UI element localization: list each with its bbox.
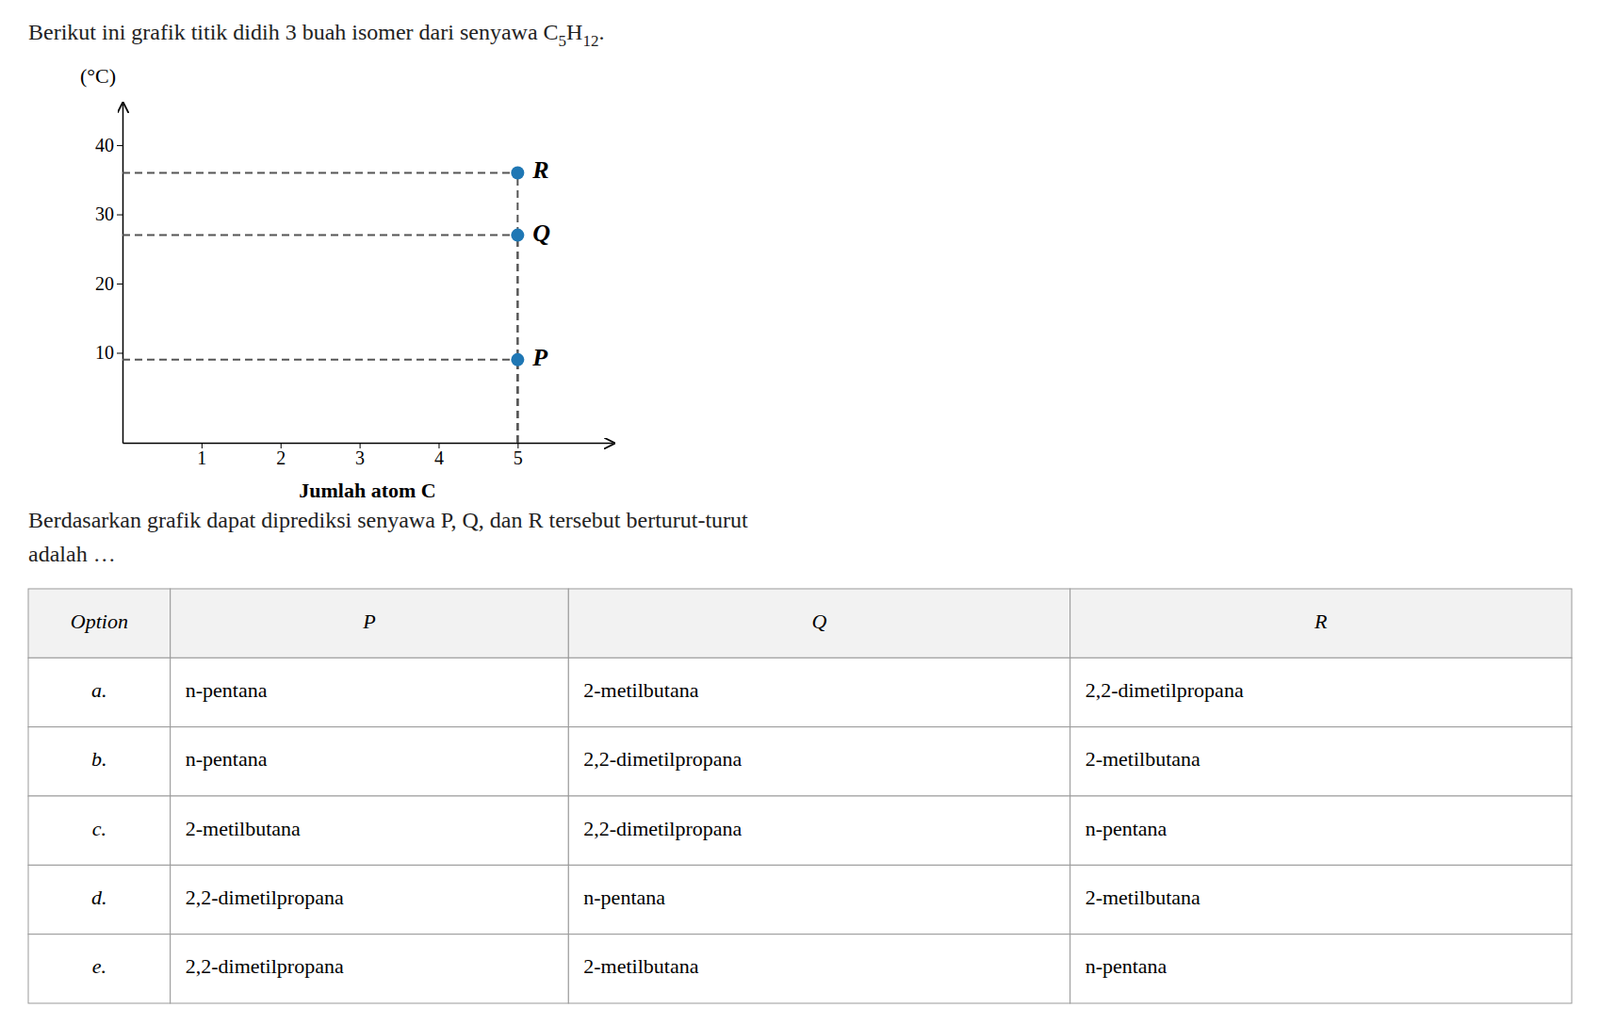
table-text: 2,2-dimetilpropana [185,885,344,910]
point [510,353,524,367]
table-cell [1070,865,1572,934]
guide-horizontal [122,359,518,361]
tick-label: 30 [95,203,115,225]
table-text: 2,2-dimetilpropana [583,816,742,841]
tick-label: 10 [95,342,115,363]
title-formula-part: 5 [558,32,568,50]
tick: 2 [276,442,286,469]
table-text: n-pentana [185,678,268,703]
table-header: P [361,609,376,634]
tick-mark [116,145,123,147]
table-text: a. [91,678,108,703]
table-cell [568,657,1070,727]
tick-mark [116,283,123,285]
tick: 1 [196,442,207,469]
table-cell [1070,727,1572,797]
table-text: 2,2-dimetilpropana [185,954,344,979]
table-text: e. [92,954,107,979]
table-text: 2-metilbutana [583,678,699,703]
table-header-cell [170,588,570,658]
point [510,165,524,180]
table-text: n-pentana [1085,954,1168,979]
tick-mark [116,214,123,216]
tick-label: 20 [95,273,115,294]
table-cell [568,934,1070,1004]
tick-label: 3 [355,447,365,469]
table-cell [28,727,171,797]
table-header-cell [568,588,1070,658]
table-cell [170,934,570,1004]
question-text: Berdasarkan grafik dapat diprediksi seny… [28,507,749,567]
table-header: Option [70,609,129,634]
table-text: c. [92,816,107,841]
title: Berikut ini grafik titik didih 3 buah is… [28,19,605,50]
title-formula-part: 12 [582,32,599,50]
point-label: R [531,156,549,184]
table-text: n-pentana [583,885,666,910]
guide-horizontal [122,234,518,237]
table-cell [28,657,171,727]
table-header-cell [28,588,171,658]
x-axis-label: Jumlah atom C [298,478,436,503]
table-cell [1070,934,1572,1004]
table-cell [568,727,1070,797]
options-table: Option P Q Ra. n-pentana 2-metilbutana 2,2-dim… [28,588,1572,1004]
table-text: 2-metilbutana [1085,885,1201,910]
table-cell [170,865,570,934]
table-cell [170,657,570,727]
tick-label: 4 [434,447,444,469]
axis-line [123,442,614,445]
tick: 30 [95,203,123,225]
point-label: Q [532,219,551,247]
tick: 4 [434,442,444,469]
table-cell [1070,796,1572,866]
table-text: 2-metilbutana [583,954,699,979]
table-text: 2-metilbutana [185,816,301,841]
table-text: b. [91,747,108,771]
table-text: 2,2-dimetilpropana [583,747,742,771]
tick: 5 [513,442,523,469]
y-axis-label: (°C) [80,64,116,88]
question-line: adalah … [28,541,116,567]
plot-marks [122,165,524,443]
axis-line [122,104,125,444]
question-line: Berdasarkan grafik dapat diprediksi seny… [28,507,749,533]
title-formula-part: . [598,19,605,45]
table-text: 2-metilbutana [1085,747,1201,771]
table-header: Q [812,609,828,634]
y-axis: 10 20 30 40 [95,104,124,444]
table-header-cell [1070,588,1572,658]
tick-label: 5 [513,447,523,469]
table-text: d. [91,885,108,910]
table-text: n-pentana [185,747,268,771]
tick-label: 1 [196,447,207,469]
table-text: 2,2-dimetilpropana [1085,678,1244,703]
table-cell [170,727,570,797]
tick-label: 40 [95,134,115,156]
point-labels: P Q R [531,156,551,371]
tick-label: 2 [276,447,286,469]
table-text: n-pentana [1085,816,1168,841]
point-label: P [531,343,549,372]
point [510,228,524,243]
table-cell [28,865,171,934]
x-axis: 1 2 3 4 5 [123,442,614,469]
table-cell [28,796,171,866]
table-cell [170,796,570,866]
tick: 10 [95,342,123,363]
table-cell [568,865,1070,934]
guide-horizontal [122,171,518,174]
table-cell [568,796,1070,866]
tick: 20 [95,273,123,294]
guide-vertical [516,172,519,443]
title-formula-part: H [566,19,583,45]
figure: Berikut ini grafik titik didih 3 buah is… [0,0,1600,1024]
tick: 3 [355,442,365,469]
table-cell [28,934,171,1004]
tick: 40 [95,134,123,156]
title-text: Berikut ini grafik titik didih 3 buah is… [28,19,559,45]
table-header: R [1313,609,1328,634]
tick-mark [116,352,123,354]
table-cell [1070,657,1572,727]
